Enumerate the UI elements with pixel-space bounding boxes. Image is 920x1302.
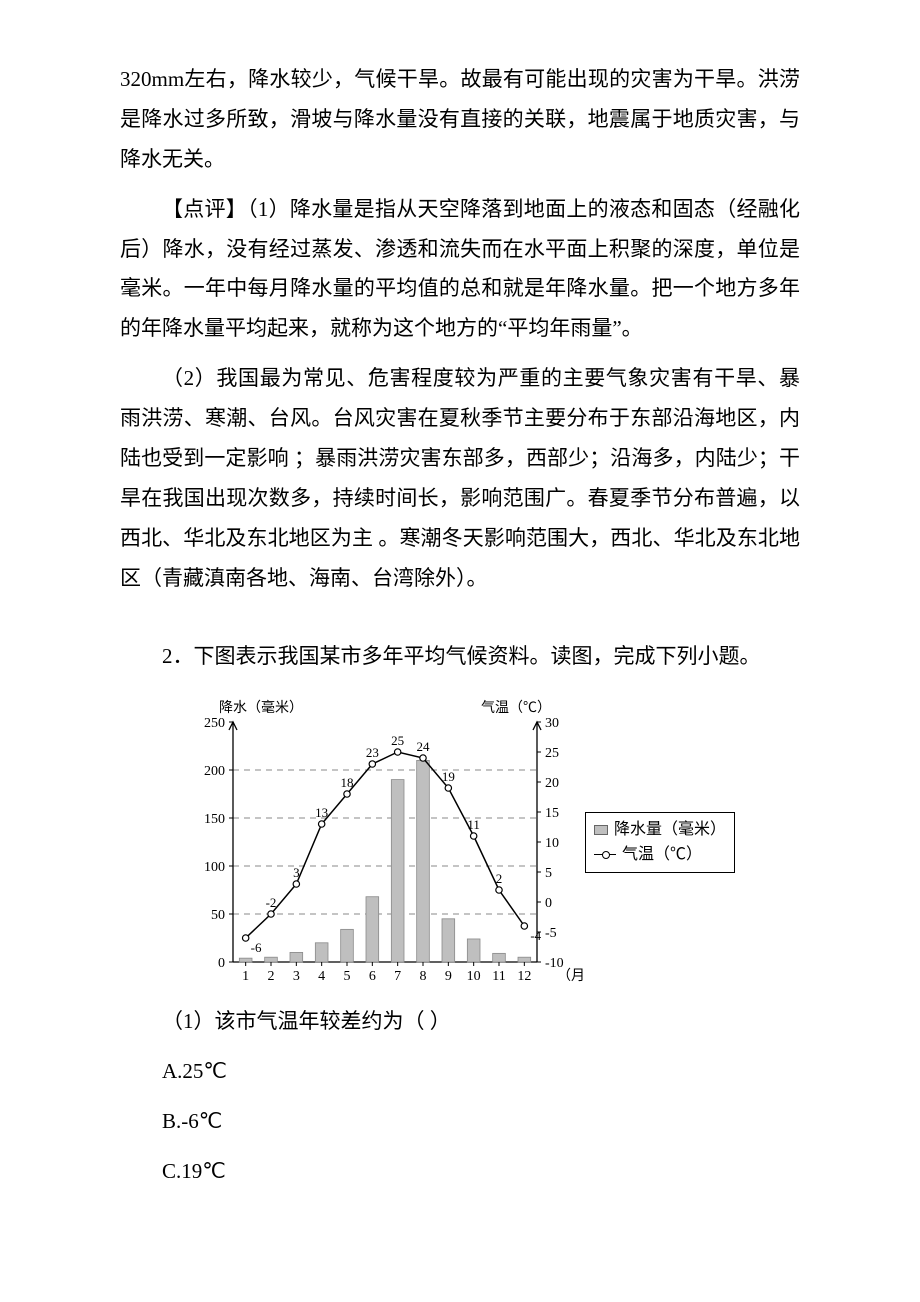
svg-text:50: 50 <box>211 908 225 923</box>
svg-text:4: 4 <box>318 969 325 984</box>
svg-text:3: 3 <box>293 865 300 880</box>
svg-text:2: 2 <box>267 969 274 984</box>
svg-text:8: 8 <box>419 969 426 984</box>
paragraph-dianping-2: （2）我国最为常见、危害程度较为严重的主要气象灾害有干旱、暴雨洪涝、寒潮、台风。… <box>120 359 800 598</box>
legend-bar-icon <box>594 825 608 835</box>
paragraph-1: 320mm左右，降水较少，气候干旱。故最有可能出现的灾害为干旱。洪涝是降水过多所… <box>120 60 800 180</box>
svg-text:200: 200 <box>204 764 225 779</box>
climate-chart-svg: 050100150200250-10-5051015202530降水（毫米）气温… <box>185 692 585 992</box>
svg-text:（月）: （月） <box>557 968 585 984</box>
svg-text:150: 150 <box>204 812 225 827</box>
svg-text:5: 5 <box>343 969 350 984</box>
svg-text:19: 19 <box>442 769 455 784</box>
svg-text:-4: -4 <box>530 928 541 943</box>
svg-text:23: 23 <box>366 745 379 760</box>
spacer <box>120 609 800 637</box>
svg-text:-6: -6 <box>251 940 262 955</box>
svg-text:1: 1 <box>242 969 249 984</box>
legend-line-icon <box>594 848 616 862</box>
svg-text:5: 5 <box>545 866 552 881</box>
svg-text:25: 25 <box>545 746 559 761</box>
legend-temp-label: 气温（℃） <box>622 842 702 868</box>
svg-text:-5: -5 <box>545 926 557 941</box>
svg-text:100: 100 <box>204 860 225 875</box>
svg-text:10: 10 <box>545 836 559 851</box>
climate-chart: 050100150200250-10-5051015202530降水（毫米）气温… <box>120 692 800 992</box>
legend-precip-label: 降水量（毫米） <box>614 817 726 843</box>
svg-text:20: 20 <box>545 776 559 791</box>
svg-text:11: 11 <box>492 969 505 984</box>
svg-text:13: 13 <box>315 805 328 820</box>
svg-text:9: 9 <box>445 969 452 984</box>
option-c: C.19℃ <box>120 1152 800 1192</box>
svg-text:12: 12 <box>517 969 531 984</box>
option-a: A.25℃ <box>120 1052 800 1092</box>
legend-precip: 降水量（毫米） <box>594 817 726 843</box>
svg-text:0: 0 <box>218 956 225 971</box>
svg-text:18: 18 <box>340 775 353 790</box>
svg-text:-2: -2 <box>266 895 277 910</box>
svg-text:10: 10 <box>467 969 481 984</box>
svg-text:0: 0 <box>545 896 552 911</box>
svg-text:2: 2 <box>496 871 503 886</box>
svg-text:降水（毫米）: 降水（毫米） <box>219 699 303 716</box>
svg-text:3: 3 <box>293 969 300 984</box>
legend-temp: 气温（℃） <box>594 842 726 868</box>
svg-text:24: 24 <box>416 739 430 754</box>
svg-text:7: 7 <box>394 969 401 984</box>
question-1: （1）该市气温年较差约为（ ） <box>120 1002 800 1042</box>
svg-text:15: 15 <box>545 806 559 821</box>
option-b: B.-6℃ <box>120 1102 800 1142</box>
question-lead: 2．下图表示我国某市多年平均气候资料。读图，完成下列小题。 <box>120 637 800 677</box>
climate-legend: 降水量（毫米） 气温（℃） <box>585 812 735 873</box>
svg-text:11: 11 <box>467 817 480 832</box>
svg-text:气温（℃）: 气温（℃） <box>481 700 551 716</box>
svg-text:250: 250 <box>204 716 225 731</box>
paragraph-dianping-1: 【点评】（1）降水量是指从天空降落到地面上的液态和固态（经融化后）降水，没有经过… <box>120 190 800 350</box>
svg-text:25: 25 <box>391 733 404 748</box>
svg-text:6: 6 <box>369 969 376 984</box>
svg-text:30: 30 <box>545 716 559 731</box>
